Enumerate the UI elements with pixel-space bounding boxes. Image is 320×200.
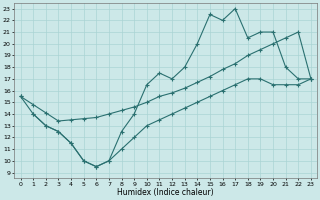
- X-axis label: Humidex (Indice chaleur): Humidex (Indice chaleur): [117, 188, 214, 197]
